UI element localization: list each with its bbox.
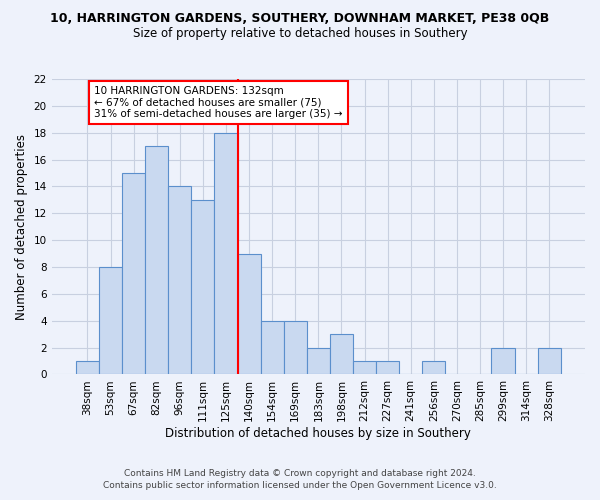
- Text: Size of property relative to detached houses in Southery: Size of property relative to detached ho…: [133, 28, 467, 40]
- Bar: [284, 320, 307, 374]
- Y-axis label: Number of detached properties: Number of detached properties: [15, 134, 28, 320]
- Bar: [168, 186, 191, 374]
- Bar: [99, 267, 122, 374]
- Bar: [191, 200, 214, 374]
- Bar: [76, 361, 99, 374]
- Bar: [260, 320, 284, 374]
- Bar: [214, 132, 238, 374]
- Bar: [330, 334, 353, 374]
- Bar: [376, 361, 399, 374]
- Bar: [145, 146, 168, 374]
- Text: 10, HARRINGTON GARDENS, SOUTHERY, DOWNHAM MARKET, PE38 0QB: 10, HARRINGTON GARDENS, SOUTHERY, DOWNHA…: [50, 12, 550, 26]
- Bar: [122, 173, 145, 374]
- Bar: [538, 348, 561, 374]
- Bar: [238, 254, 260, 374]
- X-axis label: Distribution of detached houses by size in Southery: Distribution of detached houses by size …: [166, 427, 471, 440]
- Bar: [422, 361, 445, 374]
- Bar: [307, 348, 330, 374]
- Text: 10 HARRINGTON GARDENS: 132sqm
← 67% of detached houses are smaller (75)
31% of s: 10 HARRINGTON GARDENS: 132sqm ← 67% of d…: [94, 86, 343, 119]
- Text: Contains HM Land Registry data © Crown copyright and database right 2024.: Contains HM Land Registry data © Crown c…: [124, 468, 476, 477]
- Text: Contains public sector information licensed under the Open Government Licence v3: Contains public sector information licen…: [103, 481, 497, 490]
- Bar: [353, 361, 376, 374]
- Bar: [491, 348, 515, 374]
